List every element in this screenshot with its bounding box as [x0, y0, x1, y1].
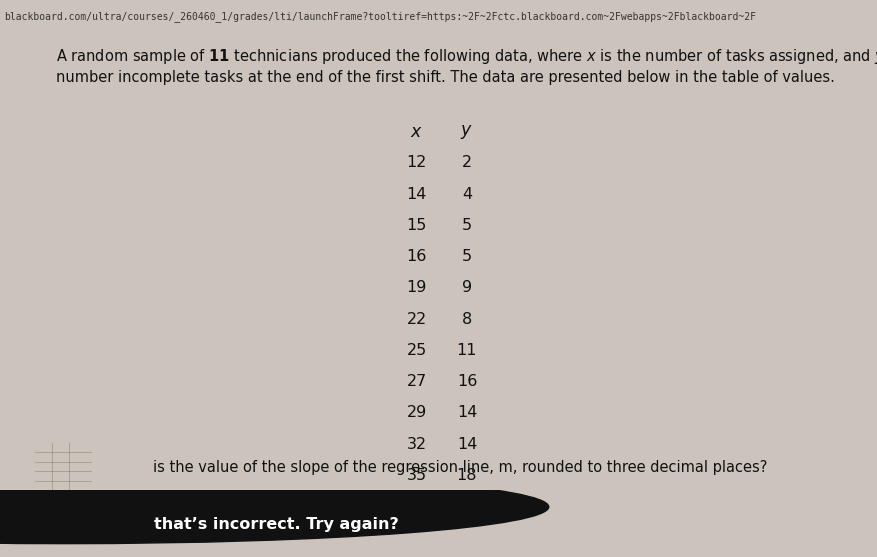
Text: 4: 4	[461, 187, 472, 202]
Text: 16: 16	[406, 249, 426, 264]
Text: A random sample of $\bf{11}$ technicians produced the following data, where $x$ : A random sample of $\bf{11}$ technicians…	[56, 47, 877, 66]
Text: is the value of the slope of the regression line, m, rounded to three decimal pl: is the value of the slope of the regress…	[153, 461, 766, 476]
Text: 5: 5	[461, 249, 472, 264]
Text: 14: 14	[456, 405, 476, 421]
Text: 5: 5	[461, 218, 472, 233]
Text: 9: 9	[461, 280, 472, 295]
Text: 14: 14	[456, 437, 476, 452]
Text: 15: 15	[406, 218, 426, 233]
Circle shape	[0, 470, 548, 544]
Text: 12: 12	[406, 155, 426, 170]
Text: 19: 19	[406, 280, 426, 295]
Text: 27: 27	[406, 374, 426, 389]
Text: $\it{x}$: $\it{x}$	[410, 123, 423, 140]
Text: 29: 29	[406, 405, 426, 421]
Text: 14: 14	[406, 187, 426, 202]
Text: 35: 35	[406, 468, 426, 483]
Text: 11: 11	[456, 343, 476, 358]
Text: $\it{y}$: $\it{y}$	[460, 123, 473, 140]
Text: 18: 18	[456, 468, 476, 483]
Text: 8: 8	[461, 311, 472, 326]
Text: 16: 16	[456, 374, 476, 389]
Text: 32: 32	[406, 437, 426, 452]
Text: 2: 2	[461, 155, 472, 170]
Text: blackboard.com/ultra/courses/_260460_1/grades/lti/launchFrame?tooltiref=https:~2: blackboard.com/ultra/courses/_260460_1/g…	[4, 11, 755, 22]
Text: 25: 25	[406, 343, 426, 358]
Text: 22: 22	[406, 311, 426, 326]
Text: number incomplete tasks at the end of the first shift. The data are presented be: number incomplete tasks at the end of th…	[56, 70, 834, 85]
Text: that’s incorrect. Try again?: that’s incorrect. Try again?	[153, 517, 398, 532]
